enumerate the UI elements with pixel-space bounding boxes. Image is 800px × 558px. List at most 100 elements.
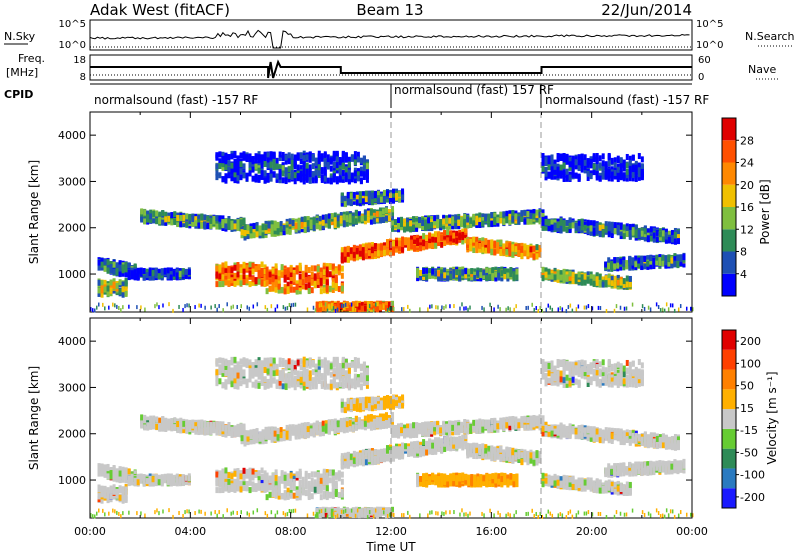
power-cell bbox=[215, 265, 218, 271]
cpid-label: CPID bbox=[4, 88, 33, 101]
power-cell bbox=[243, 172, 246, 178]
power-cell bbox=[264, 161, 267, 167]
power-cell bbox=[236, 279, 239, 285]
power-cell bbox=[365, 191, 368, 197]
power-cell bbox=[409, 226, 412, 232]
power-cell bbox=[593, 220, 596, 226]
power-cell bbox=[227, 280, 230, 286]
power-cell bbox=[578, 226, 581, 232]
power-cell bbox=[475, 216, 478, 222]
power-cell bbox=[158, 212, 161, 218]
power-cell bbox=[425, 268, 428, 274]
power-cell bbox=[253, 223, 256, 229]
power-cell bbox=[249, 162, 252, 168]
power-cell bbox=[611, 280, 614, 286]
nsky-label: N.Sky bbox=[4, 30, 36, 43]
power-cell bbox=[415, 222, 418, 228]
power-cell bbox=[392, 198, 395, 204]
power-cell bbox=[321, 167, 324, 173]
power-cell bbox=[496, 248, 499, 254]
power-cell bbox=[526, 211, 529, 217]
power-cell bbox=[493, 249, 496, 255]
power-cell bbox=[407, 240, 410, 246]
power-cell bbox=[167, 216, 170, 222]
nsky-trace bbox=[90, 30, 690, 48]
power-cell bbox=[300, 158, 303, 164]
power-cell bbox=[566, 227, 569, 233]
power-cell bbox=[167, 273, 170, 279]
power-cell bbox=[221, 267, 224, 273]
power-cell bbox=[246, 278, 249, 284]
power-cell bbox=[502, 218, 505, 224]
power-cell bbox=[470, 268, 473, 274]
power-cell bbox=[341, 247, 344, 253]
power-cell bbox=[155, 218, 158, 224]
power-cell bbox=[249, 170, 252, 176]
power-cell bbox=[466, 239, 469, 245]
power-cell bbox=[269, 286, 272, 292]
power-cell bbox=[227, 222, 230, 228]
power-cell bbox=[311, 272, 314, 278]
power-cell bbox=[322, 215, 325, 221]
power-cell bbox=[252, 269, 255, 275]
power-cell bbox=[398, 240, 401, 246]
power-cell bbox=[587, 277, 590, 283]
power-cell bbox=[255, 153, 258, 159]
power-cell bbox=[230, 267, 233, 273]
power-cell bbox=[674, 239, 677, 245]
power-cell bbox=[427, 223, 430, 229]
power-cell bbox=[416, 240, 419, 246]
power-cell bbox=[616, 257, 619, 263]
power-cell bbox=[261, 262, 264, 268]
power-cell bbox=[306, 154, 309, 160]
power-cell bbox=[682, 254, 685, 260]
power-cell bbox=[490, 212, 493, 218]
power-cell bbox=[309, 157, 312, 163]
power-cell bbox=[258, 279, 261, 285]
power-cell bbox=[299, 263, 302, 269]
power-cell bbox=[443, 240, 446, 246]
power-cell bbox=[273, 172, 276, 178]
power-cell bbox=[302, 279, 305, 285]
power-cell bbox=[488, 274, 491, 280]
power-cell bbox=[614, 222, 617, 228]
power-cell bbox=[397, 217, 400, 223]
power-cell bbox=[326, 287, 329, 293]
power-cell bbox=[380, 245, 383, 251]
power-cell bbox=[640, 260, 643, 266]
power-cell bbox=[311, 287, 314, 293]
power-cell bbox=[493, 217, 496, 223]
power-cell bbox=[351, 156, 354, 162]
power-cell bbox=[353, 252, 356, 258]
power-cell bbox=[563, 225, 566, 231]
power-cell bbox=[318, 154, 321, 160]
power-cell bbox=[104, 259, 107, 265]
power-cell bbox=[221, 219, 224, 225]
power-cell bbox=[294, 172, 297, 178]
power-cell bbox=[442, 218, 445, 224]
power-cell bbox=[355, 218, 358, 224]
power-cell bbox=[563, 220, 566, 226]
power-cell bbox=[215, 174, 218, 180]
power-cell bbox=[296, 265, 299, 271]
power-cell bbox=[274, 225, 277, 231]
power-cell bbox=[324, 153, 327, 159]
power-cell bbox=[137, 268, 140, 274]
power-cell bbox=[449, 274, 452, 280]
power-cell bbox=[626, 231, 629, 237]
power-cell bbox=[430, 222, 433, 228]
power-cell bbox=[233, 265, 236, 271]
power-cell bbox=[236, 167, 239, 173]
power-cell bbox=[494, 271, 497, 277]
power-cell bbox=[348, 178, 351, 184]
power-cell bbox=[512, 275, 515, 281]
power-cell bbox=[104, 266, 107, 272]
power-cell bbox=[331, 213, 334, 219]
power-cell bbox=[261, 162, 264, 168]
power-cell bbox=[236, 271, 239, 277]
power-cell bbox=[475, 242, 478, 248]
power-cell bbox=[440, 242, 443, 248]
power-cell bbox=[629, 224, 632, 230]
power-cell bbox=[282, 170, 285, 176]
power-cell bbox=[113, 262, 116, 268]
